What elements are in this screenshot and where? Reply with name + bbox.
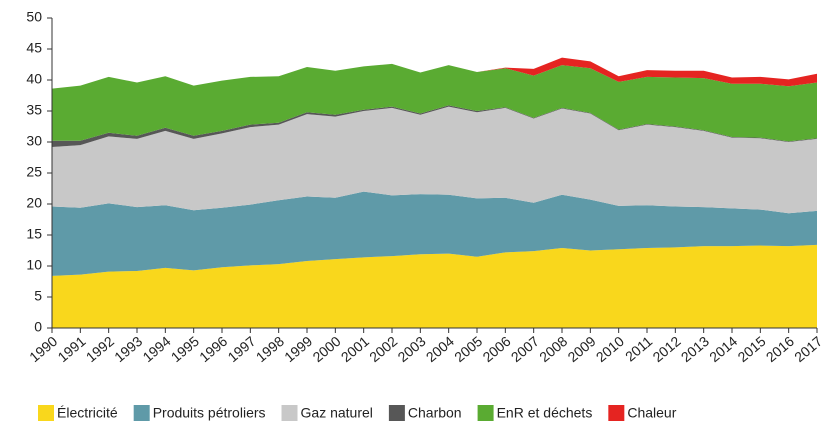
- x-tick-label: 2007: [508, 333, 542, 365]
- y-tick-label: 15: [26, 226, 42, 242]
- legend-label: Électricité: [57, 405, 118, 421]
- y-tick-label: 5: [34, 288, 42, 304]
- y-tick-label: 30: [26, 133, 42, 149]
- x-tick-label: 1994: [139, 333, 173, 365]
- x-tick-label: 1991: [54, 333, 88, 365]
- y-tick-label: 10: [26, 257, 42, 273]
- x-tick-label: 2017: [791, 333, 825, 365]
- x-tick-label: 2005: [451, 333, 485, 365]
- y-tick-label: 50: [26, 9, 42, 25]
- x-tick-label: 2012: [649, 333, 683, 365]
- x-tick-label: 2004: [423, 333, 457, 365]
- x-tick-label: 1998: [253, 333, 287, 365]
- x-tick-label: 2002: [366, 333, 400, 365]
- x-tick-label: 2013: [678, 333, 712, 365]
- legend-label: EnR et déchets: [497, 405, 593, 421]
- legend-swatch: [477, 405, 494, 421]
- y-tick-label: 20: [26, 195, 42, 211]
- x-tick-label: 2015: [734, 333, 768, 365]
- area: [52, 244, 817, 328]
- area: [52, 191, 817, 276]
- x-tick-label: 1993: [111, 333, 145, 365]
- x-tick-label: 2014: [706, 333, 740, 365]
- x-tick-label: 1996: [196, 333, 230, 365]
- x-tick-label: 2000: [309, 333, 343, 365]
- y-tick-label: 45: [26, 40, 42, 56]
- x-tick-label: 2016: [763, 333, 797, 365]
- legend-label: Charbon: [408, 405, 462, 421]
- x-tick-label: 2001: [338, 333, 372, 365]
- area: [52, 57, 817, 89]
- legend-label: Produits pétroliers: [153, 405, 266, 421]
- legend-swatch: [388, 405, 405, 421]
- legend-swatch: [133, 405, 150, 421]
- legend-swatch: [608, 405, 625, 421]
- x-tick-label: 2003: [394, 333, 428, 365]
- y-tick-label: 35: [26, 102, 42, 118]
- y-tick-label: 0: [34, 319, 42, 335]
- legend-label: Chaleur: [627, 405, 676, 421]
- area: [52, 63, 817, 142]
- legend-swatch: [281, 405, 298, 421]
- y-tick-label: 25: [26, 164, 42, 180]
- x-tick-label: 2008: [536, 333, 570, 365]
- x-tick-label: 1995: [168, 333, 202, 365]
- x-tick-label: 1990: [26, 333, 60, 365]
- x-tick-label: 1997: [224, 333, 258, 365]
- x-tick-label: 2006: [479, 333, 513, 365]
- y-tick-label: 40: [26, 71, 42, 87]
- x-tick-label: 2010: [593, 333, 627, 365]
- legend-swatch: [38, 405, 54, 421]
- legend-label: Gaz naturel: [301, 405, 373, 421]
- x-tick-label: 1999: [281, 333, 315, 365]
- area: [52, 106, 817, 214]
- x-tick-label: 1992: [83, 333, 117, 365]
- x-tick-label: 2009: [564, 333, 598, 365]
- x-tick-label: 2011: [622, 333, 656, 365]
